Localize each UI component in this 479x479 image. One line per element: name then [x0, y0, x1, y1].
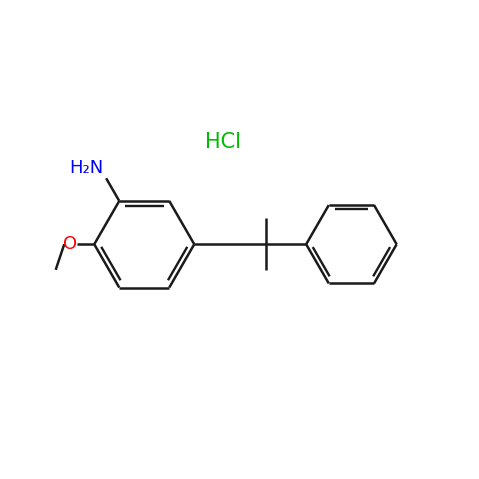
- Text: H₂N: H₂N: [69, 159, 104, 177]
- Text: HCl: HCl: [205, 132, 241, 152]
- Text: O: O: [63, 235, 78, 253]
